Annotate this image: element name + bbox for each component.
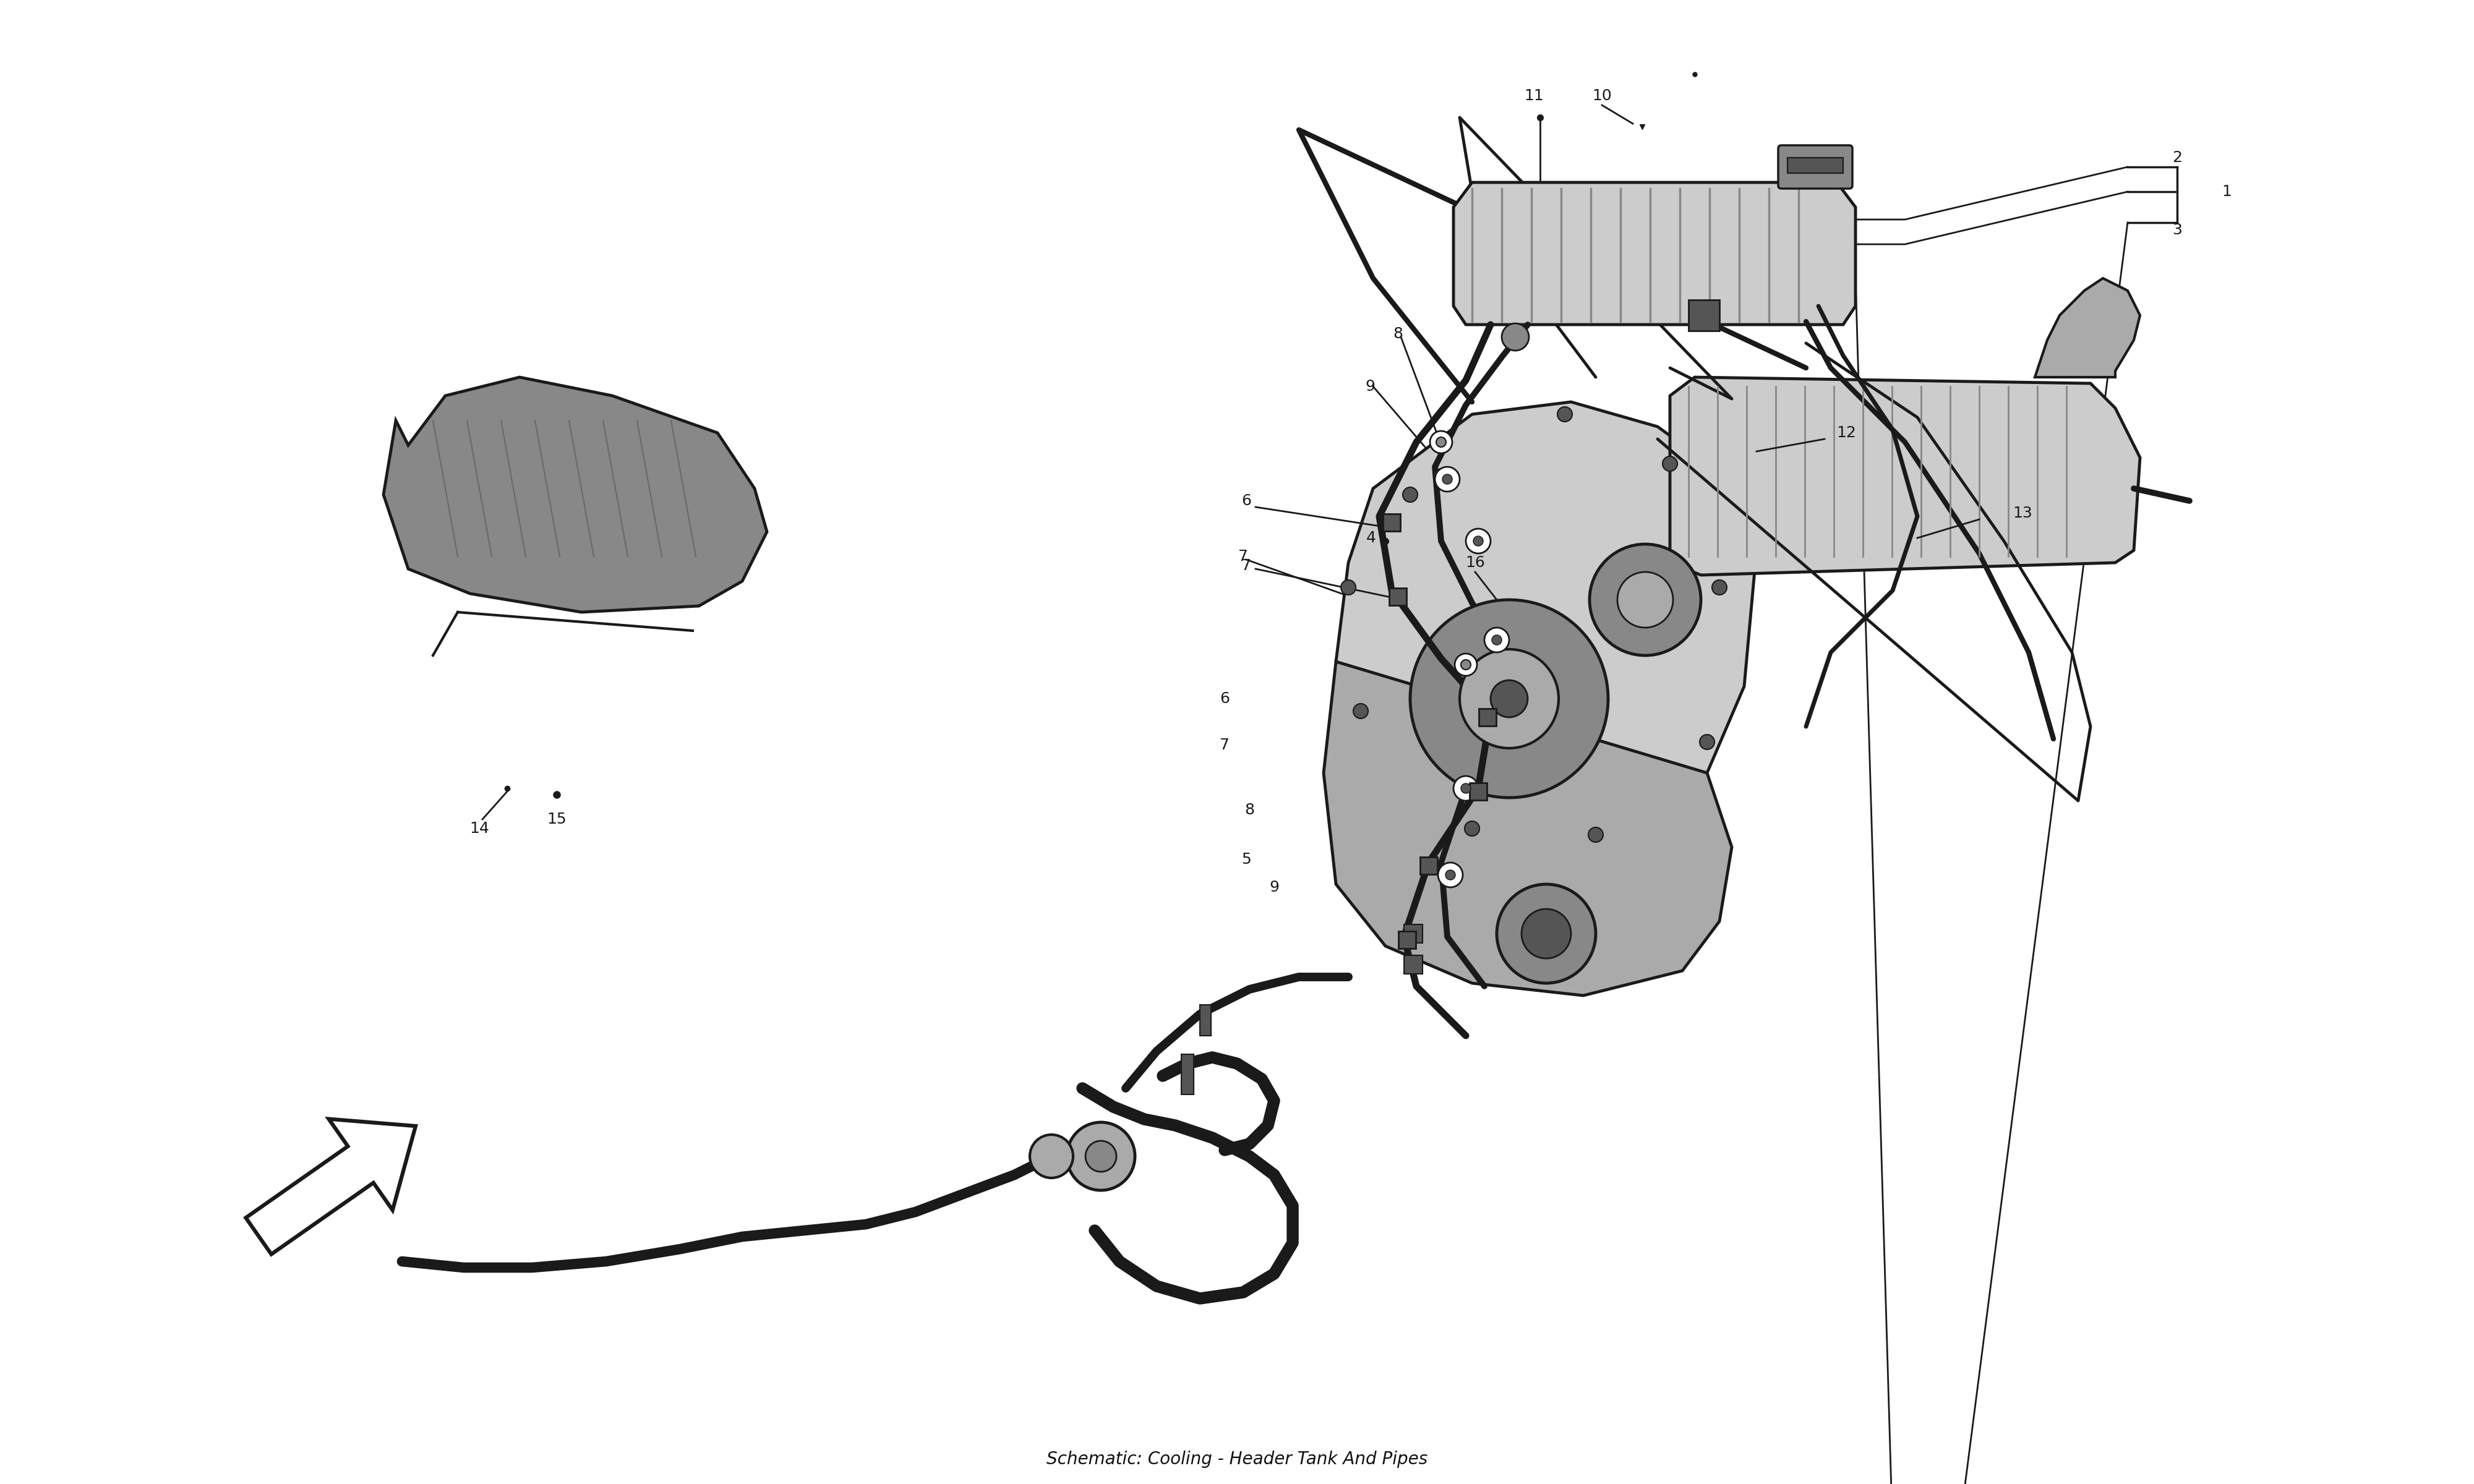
Text: 4: 4 (1366, 530, 1376, 545)
Bar (1183, 1054, 1192, 1095)
Text: 15: 15 (547, 812, 567, 827)
Bar (1405, 925, 1423, 942)
Circle shape (1066, 1122, 1136, 1190)
Text: 14: 14 (470, 821, 490, 835)
Polygon shape (1324, 662, 1732, 996)
Text: 2: 2 (2172, 150, 2182, 165)
Circle shape (1489, 680, 1529, 717)
Circle shape (1455, 776, 1479, 801)
Circle shape (1588, 545, 1702, 656)
Text: 9: 9 (1269, 880, 1279, 895)
Circle shape (1497, 884, 1596, 982)
Circle shape (1435, 469, 1450, 484)
Polygon shape (1670, 377, 2140, 574)
Circle shape (1502, 324, 1529, 350)
Text: 1: 1 (2222, 184, 2232, 199)
Text: 13: 13 (2014, 506, 2031, 521)
Bar (1687, 300, 1719, 331)
Circle shape (1445, 870, 1455, 880)
Bar (1383, 513, 1400, 531)
Circle shape (1663, 457, 1677, 472)
Circle shape (1403, 487, 1418, 502)
Text: 12: 12 (1836, 426, 1856, 441)
Circle shape (1484, 628, 1509, 653)
Circle shape (1442, 475, 1452, 484)
Circle shape (1341, 580, 1356, 595)
Polygon shape (245, 1119, 416, 1254)
FancyBboxPatch shape (1779, 145, 1853, 188)
Circle shape (1522, 908, 1571, 959)
Circle shape (1465, 528, 1489, 554)
Circle shape (1475, 536, 1484, 546)
Bar (1786, 157, 1843, 174)
Text: 3: 3 (2172, 223, 2182, 237)
Circle shape (1588, 828, 1603, 841)
Bar (1405, 956, 1423, 974)
Circle shape (1435, 467, 1460, 491)
Circle shape (1437, 862, 1462, 887)
Text: 10: 10 (1593, 89, 1611, 104)
Bar (1420, 856, 1437, 874)
Polygon shape (2034, 279, 2140, 377)
Bar (1479, 708, 1497, 726)
Circle shape (1435, 438, 1445, 447)
Circle shape (1029, 1135, 1074, 1178)
Circle shape (1700, 735, 1714, 749)
Text: 7: 7 (1242, 558, 1252, 573)
Bar (1200, 1005, 1212, 1036)
Circle shape (1455, 653, 1477, 675)
Circle shape (1353, 703, 1368, 718)
Text: 6: 6 (1242, 493, 1252, 508)
Bar (1398, 932, 1415, 948)
Text: 11: 11 (1524, 89, 1544, 104)
Circle shape (1492, 635, 1502, 646)
Text: 16: 16 (1465, 555, 1484, 570)
Polygon shape (1336, 402, 1757, 859)
Text: 6: 6 (1220, 692, 1230, 706)
Text: 5: 5 (1242, 852, 1252, 867)
Circle shape (1086, 1141, 1116, 1172)
Polygon shape (383, 377, 767, 611)
Text: 7: 7 (1239, 549, 1247, 564)
Text: 8: 8 (1393, 326, 1403, 341)
Circle shape (1460, 660, 1470, 669)
Bar (1390, 588, 1405, 605)
Circle shape (1712, 580, 1727, 595)
Text: 9: 9 (1366, 378, 1376, 393)
Polygon shape (1455, 183, 1856, 325)
Text: 8: 8 (1244, 803, 1254, 818)
Text: Schematic: Cooling - Header Tank And Pipes: Schematic: Cooling - Header Tank And Pip… (1047, 1451, 1427, 1468)
Bar (1470, 784, 1487, 800)
Text: 7: 7 (1220, 738, 1230, 752)
Circle shape (1618, 571, 1672, 628)
Circle shape (1460, 650, 1559, 748)
Circle shape (1410, 600, 1608, 798)
Circle shape (1559, 407, 1573, 421)
Circle shape (1465, 821, 1479, 835)
Circle shape (1430, 430, 1452, 453)
Circle shape (1460, 784, 1470, 794)
